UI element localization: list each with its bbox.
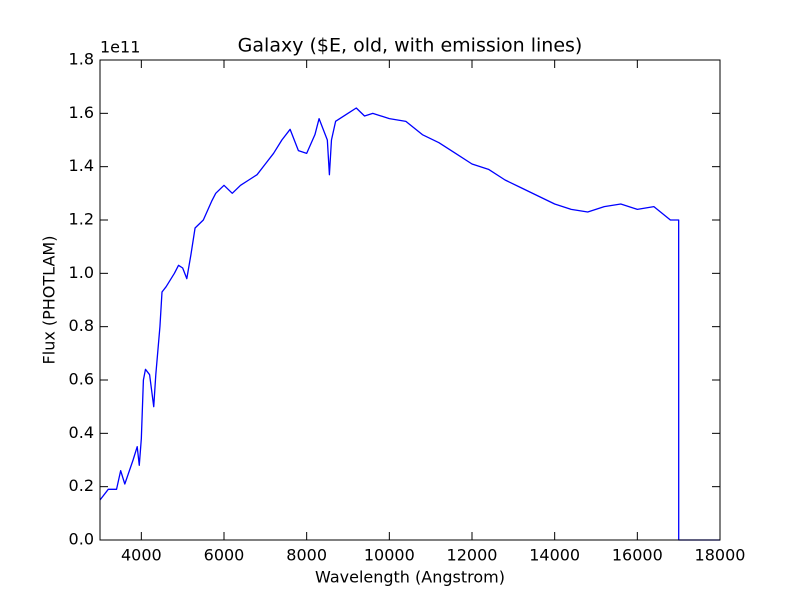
x-tick-label: 6000 <box>204 546 245 565</box>
y-tick-label: 1.8 <box>69 50 94 69</box>
data-line <box>99 107 720 541</box>
chart-title: Galaxy ($E, old, with emission lines) <box>238 35 583 57</box>
y-offset-label: 1e11 <box>100 38 140 57</box>
y-tick-label: 1.2 <box>69 210 94 229</box>
x-tick-label: 12000 <box>447 546 498 565</box>
x-axis-label: Wavelength (Angstrom) <box>315 568 505 587</box>
y-tick-label: 0.8 <box>69 316 94 335</box>
x-tick-label: 8000 <box>286 546 327 565</box>
y-axis-label: Flux (PHOTLAM) <box>40 236 59 365</box>
x-tick-label: 18000 <box>695 546 746 565</box>
x-tick-label: 14000 <box>529 546 580 565</box>
y-tick-label: 0.6 <box>69 370 94 389</box>
x-tick-label: 10000 <box>364 546 415 565</box>
y-tick-label: 1.6 <box>69 103 94 122</box>
y-tick-label: 0.4 <box>69 423 94 442</box>
x-tick-label: 16000 <box>612 546 663 565</box>
x-tick-label: 4000 <box>121 546 162 565</box>
plot-frame <box>99 59 721 541</box>
y-tick-label: 0.0 <box>69 530 94 549</box>
y-tick-label: 1.4 <box>69 156 94 175</box>
y-tick-label: 0.2 <box>69 476 94 495</box>
y-tick-label: 1.0 <box>69 263 94 282</box>
